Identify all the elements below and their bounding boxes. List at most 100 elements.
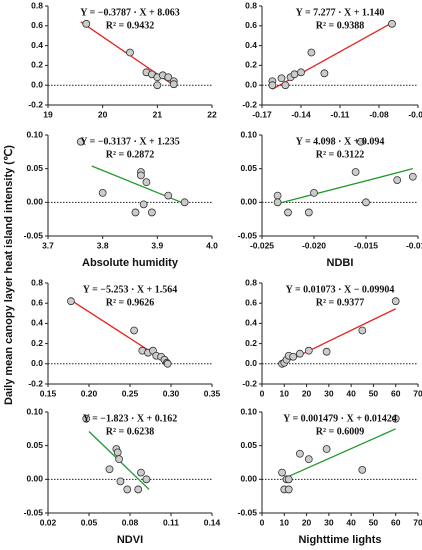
point (310, 189, 318, 197)
y-tick-label: 0.05 (26, 440, 43, 450)
equation: Y = −0.3137 · X + 1.235 (80, 136, 180, 147)
r-squared: R² = 0.9388 (316, 20, 364, 31)
y-tick-label: 0.05 (26, 163, 43, 173)
point (358, 466, 367, 474)
point (393, 176, 402, 185)
point (113, 448, 122, 457)
point (137, 171, 145, 180)
point (273, 198, 282, 207)
x-tick-label: 30 (324, 388, 334, 398)
point (134, 485, 143, 494)
x-tick-label: -0.020 (302, 240, 326, 250)
point (273, 191, 282, 200)
x-tick-label: 10 (280, 517, 290, 527)
r-squared: R² = 0.6238 (106, 426, 154, 437)
y-tick-label: 0.6 (245, 20, 257, 30)
point (295, 349, 304, 358)
r-squared: R² = 0.9432 (106, 20, 154, 31)
point (169, 80, 178, 89)
x-tick-label: 30 (324, 517, 334, 527)
x-tick-label: 70 (413, 517, 422, 527)
x-tick-label: 10 (280, 388, 290, 398)
point (278, 468, 286, 477)
point (98, 189, 107, 197)
x-tick-label: 60 (391, 388, 401, 398)
equation: Y = 4.098 · X + 0.094 (296, 136, 385, 147)
point (281, 81, 290, 90)
y-tick-label: 0.0 (245, 358, 257, 368)
y-tick-label: -0.05 (24, 230, 44, 240)
x-tick-label: 22 (207, 109, 217, 119)
point (137, 468, 145, 477)
point (388, 19, 396, 28)
point (180, 198, 189, 207)
r-squared: R² = 0.9626 (106, 297, 154, 308)
point (147, 208, 156, 217)
point (284, 208, 292, 217)
y-tick-label: -0.05 (24, 507, 44, 517)
point (268, 81, 277, 90)
point (67, 297, 75, 306)
x-tick-label: 0.14 (204, 517, 221, 527)
y-tick-label: 0.00 (240, 474, 257, 484)
equation: Y = −5.253 · X + 1.564 (83, 284, 178, 295)
x-tick-label: 3.9 (151, 240, 163, 250)
point (130, 326, 139, 335)
point (408, 172, 417, 181)
r-squared: R² = 0.9377 (316, 297, 364, 308)
r-squared: R² = 0.6009 (316, 426, 364, 437)
x-tick-label: 0.05 (81, 517, 98, 527)
point (304, 346, 313, 355)
point (322, 445, 331, 453)
x-tick-label: 19 (43, 109, 53, 119)
y-tick-label: 0.8 (245, 0, 257, 10)
y-tick-label: 0.0 (31, 79, 43, 89)
point (76, 137, 85, 146)
y-tick-label: 0.4 (245, 40, 257, 50)
fit-line (277, 168, 413, 205)
y-tick-label: 0.8 (31, 277, 43, 287)
x-tick-label: 40 (346, 517, 356, 527)
point (82, 414, 91, 423)
y-tick-label: -0.2 (242, 99, 257, 109)
y-tick-label: 0.10 (26, 129, 43, 139)
y-tick-label: 0.0 (31, 358, 43, 368)
y-tick-label: -0.2 (242, 378, 257, 388)
y-axis-title: Daily mean canopy layer heat island inte… (3, 145, 15, 405)
point (116, 477, 125, 486)
point (304, 455, 313, 464)
x-tick-label: 40 (346, 388, 356, 398)
equation: Y = 7.277 · X + 1.140 (296, 7, 385, 18)
x-axis-title: Absolute humidity (82, 257, 179, 269)
x-tick-label: 0.02 (40, 517, 57, 527)
point (105, 465, 114, 474)
x-tick-label: 0.11 (163, 517, 179, 527)
y-tick-label: 0.4 (31, 318, 43, 328)
point (123, 485, 132, 494)
point (304, 208, 313, 217)
x-axis-title: NDBI (327, 257, 354, 269)
x-axis-title: NDVI (117, 534, 143, 546)
y-tick-label: 0.2 (31, 338, 43, 348)
point (356, 137, 365, 146)
point (362, 198, 370, 207)
y-tick-label: 0.00 (26, 197, 43, 207)
y-tick-label: 0.05 (240, 163, 257, 173)
point (142, 475, 151, 484)
y-tick-label: 0.05 (240, 440, 257, 450)
point (284, 485, 293, 494)
y-tick-label: 0.6 (31, 297, 43, 307)
x-tick-label: -0.08 (369, 109, 389, 119)
x-tick-label: 0.35 (204, 388, 221, 398)
point (295, 449, 304, 458)
y-tick-label: -0.2 (28, 99, 43, 109)
x-tick-label: 50 (369, 517, 379, 527)
point (358, 326, 367, 335)
y-tick-label: -0.05 (238, 507, 258, 517)
y-tick-label: 0.00 (26, 474, 43, 484)
x-tick-label: -0.010 (406, 240, 422, 250)
x-tick-label: 20 (98, 109, 108, 119)
x-tick-label: 0.30 (163, 388, 180, 398)
point (307, 48, 316, 57)
